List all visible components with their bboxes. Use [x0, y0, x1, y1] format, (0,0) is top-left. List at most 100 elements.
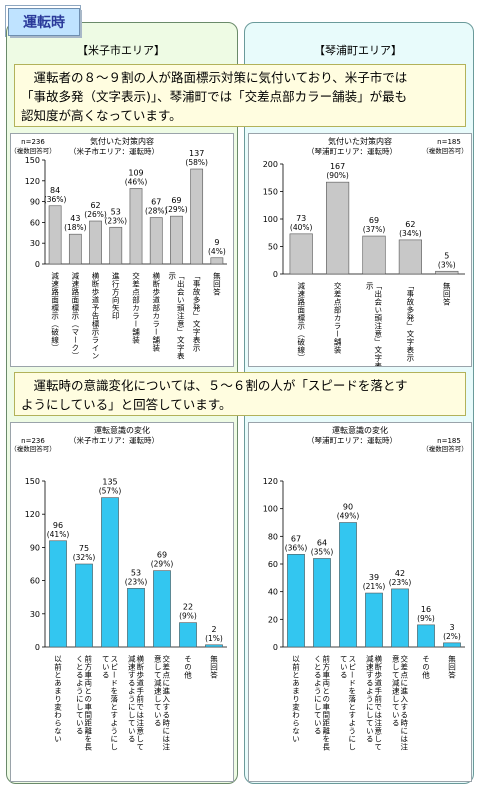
bar — [109, 226, 123, 265]
bar — [326, 181, 350, 275]
bar — [49, 540, 67, 648]
note-line: ようにしている」と回答しています。 — [21, 397, 232, 412]
category-label: 減速路面標示（破線） — [50, 271, 59, 352]
category-label: 横断歩道部カラー舗装 — [151, 271, 160, 353]
value-label: 43 — [70, 214, 80, 223]
bar — [68, 233, 82, 265]
y-tick-label: 120 — [263, 477, 278, 486]
section-tag: 運転時 — [5, 5, 81, 37]
pct-label: (18%) — [64, 223, 87, 232]
bar — [417, 624, 435, 648]
category-label: スピードを落とすようにし — [110, 655, 119, 751]
chart-subtitle: （米子市エリア：運転時） — [69, 435, 159, 445]
y-tick-label: 30 — [30, 610, 40, 619]
category-label: その他 — [183, 655, 192, 680]
category-label: 減速路面標示（マーク） — [71, 271, 80, 360]
y-tick-label: 100 — [263, 505, 278, 514]
y-tick-label: 50 — [268, 243, 278, 252]
pct-label: (9%) — [179, 612, 197, 621]
n-note: （複数回答可） — [422, 146, 468, 155]
value-label: 62 — [90, 201, 100, 210]
pct-label: (4%) — [208, 247, 226, 256]
category-label: 「事故多発」文字表示 — [192, 272, 201, 352]
value-label: 84 — [50, 186, 60, 195]
pct-label: (90%) — [326, 171, 349, 180]
value-label: 5 — [444, 251, 449, 260]
pct-label: (28%) — [145, 207, 168, 216]
n-note: （複数回答可） — [422, 444, 468, 453]
y-tick-label: 100 — [263, 215, 278, 224]
value-label: 109 — [128, 168, 143, 177]
bar — [362, 235, 386, 275]
chart-box-3: 運転意識の変化 （米子市エリア：運転時） n=236 （複数回答可） 0 30 60 90 12… — [10, 422, 234, 782]
bar — [129, 188, 143, 265]
category-label: 減速するようにしている — [365, 654, 374, 743]
pct-label: (23%) — [389, 578, 412, 587]
y-tick-label: 60 — [30, 577, 40, 586]
category-label: ている — [339, 655, 348, 679]
value-label: 22 — [183, 603, 193, 612]
n-note: （複数回答可） — [11, 444, 56, 453]
category-label: 「出会い頭注意」文字表 — [176, 272, 185, 361]
value-label: 2 — [211, 625, 216, 634]
bar — [398, 239, 422, 275]
pct-label: (37%) — [363, 225, 386, 234]
bar — [48, 205, 62, 265]
category-label: 無回答 — [442, 281, 451, 307]
category-label: 交差点に進入する時には注 — [400, 654, 409, 752]
chart-box-1: 気付いた対策内容 （米子市エリア：運転時） n=236 （複数回答可） 0 30 60 90 1… — [10, 133, 234, 367]
pct-label: (1%) — [205, 634, 223, 643]
pct-label: (29%) — [165, 205, 188, 214]
category-label: 無回答 — [447, 654, 456, 680]
y-tick-label: 150 — [25, 477, 40, 486]
value-label: 67 — [291, 534, 301, 543]
y-tick-label: 150 — [263, 188, 278, 197]
bar — [127, 588, 145, 648]
category-label: 無回答 — [209, 654, 218, 680]
value-label: 90 — [343, 503, 353, 512]
category-label: 横断歩道手前では注意して — [136, 654, 145, 751]
n-label: n=236 — [21, 138, 45, 146]
y-tick-label: 120 — [25, 510, 40, 519]
pct-label: (2%) — [443, 632, 461, 641]
pct-label: (49%) — [337, 512, 360, 521]
chart-change-kotoura: 運転意識の変化（琴浦町エリア：運転時） n=185（複数回答可） 0 20 40 60 80… — [263, 425, 468, 752]
y-tick-label: 60 — [30, 218, 40, 227]
chart-title: 気付いた対策内容 — [328, 136, 392, 146]
chart-subtitle: （米子市エリア：運転時） — [69, 146, 159, 156]
value-label: 53 — [111, 207, 121, 216]
bar — [170, 215, 183, 265]
bar — [89, 220, 102, 265]
pct-label: (46%) — [125, 177, 148, 186]
chart-title: 運転意識の変化 — [332, 425, 388, 435]
bar — [313, 558, 331, 648]
n-label: n=185 — [437, 138, 461, 146]
y-tick-label: 0 — [35, 260, 40, 269]
value-label: 96 — [53, 521, 63, 530]
category-label: 減速路面標示（破線） — [296, 281, 305, 362]
category-label: 横断歩道手前では注意して — [374, 654, 383, 751]
value-label: 135 — [102, 478, 117, 487]
value-label: 62 — [405, 220, 415, 229]
n-label: n=185 — [437, 437, 461, 445]
category-label: 以前とあまり変わらない — [291, 655, 300, 743]
y-tick-label: 90 — [30, 198, 40, 207]
bar — [443, 642, 461, 648]
pct-label: (26%) — [84, 210, 107, 219]
chart-awareness-kotoura: 気付いた対策内容（琴浦町エリア：運転時） n=185（複数回答可） 0 50 100 15… — [263, 136, 468, 371]
bar — [75, 563, 93, 648]
category-label: 交差点に進入する時には注 — [162, 654, 171, 752]
y-tick-label: 40 — [268, 588, 278, 597]
y-tick-label: 60 — [268, 560, 278, 569]
y-tick-label: 80 — [268, 532, 278, 541]
pct-label: (57%) — [99, 487, 122, 496]
y-tick-label: 90 — [30, 543, 40, 552]
category-label: 前方車両との車間距離を長 — [322, 654, 331, 752]
bar — [435, 270, 459, 275]
chart-title: 運転意識の変化 — [94, 425, 150, 435]
category-label: 交差点部カラー舗装 — [333, 281, 342, 355]
bar — [210, 257, 224, 265]
pct-label: (35%) — [311, 547, 334, 556]
pct-label: (32%) — [73, 553, 96, 562]
chart-title: 気付いた対策内容 — [90, 136, 154, 146]
